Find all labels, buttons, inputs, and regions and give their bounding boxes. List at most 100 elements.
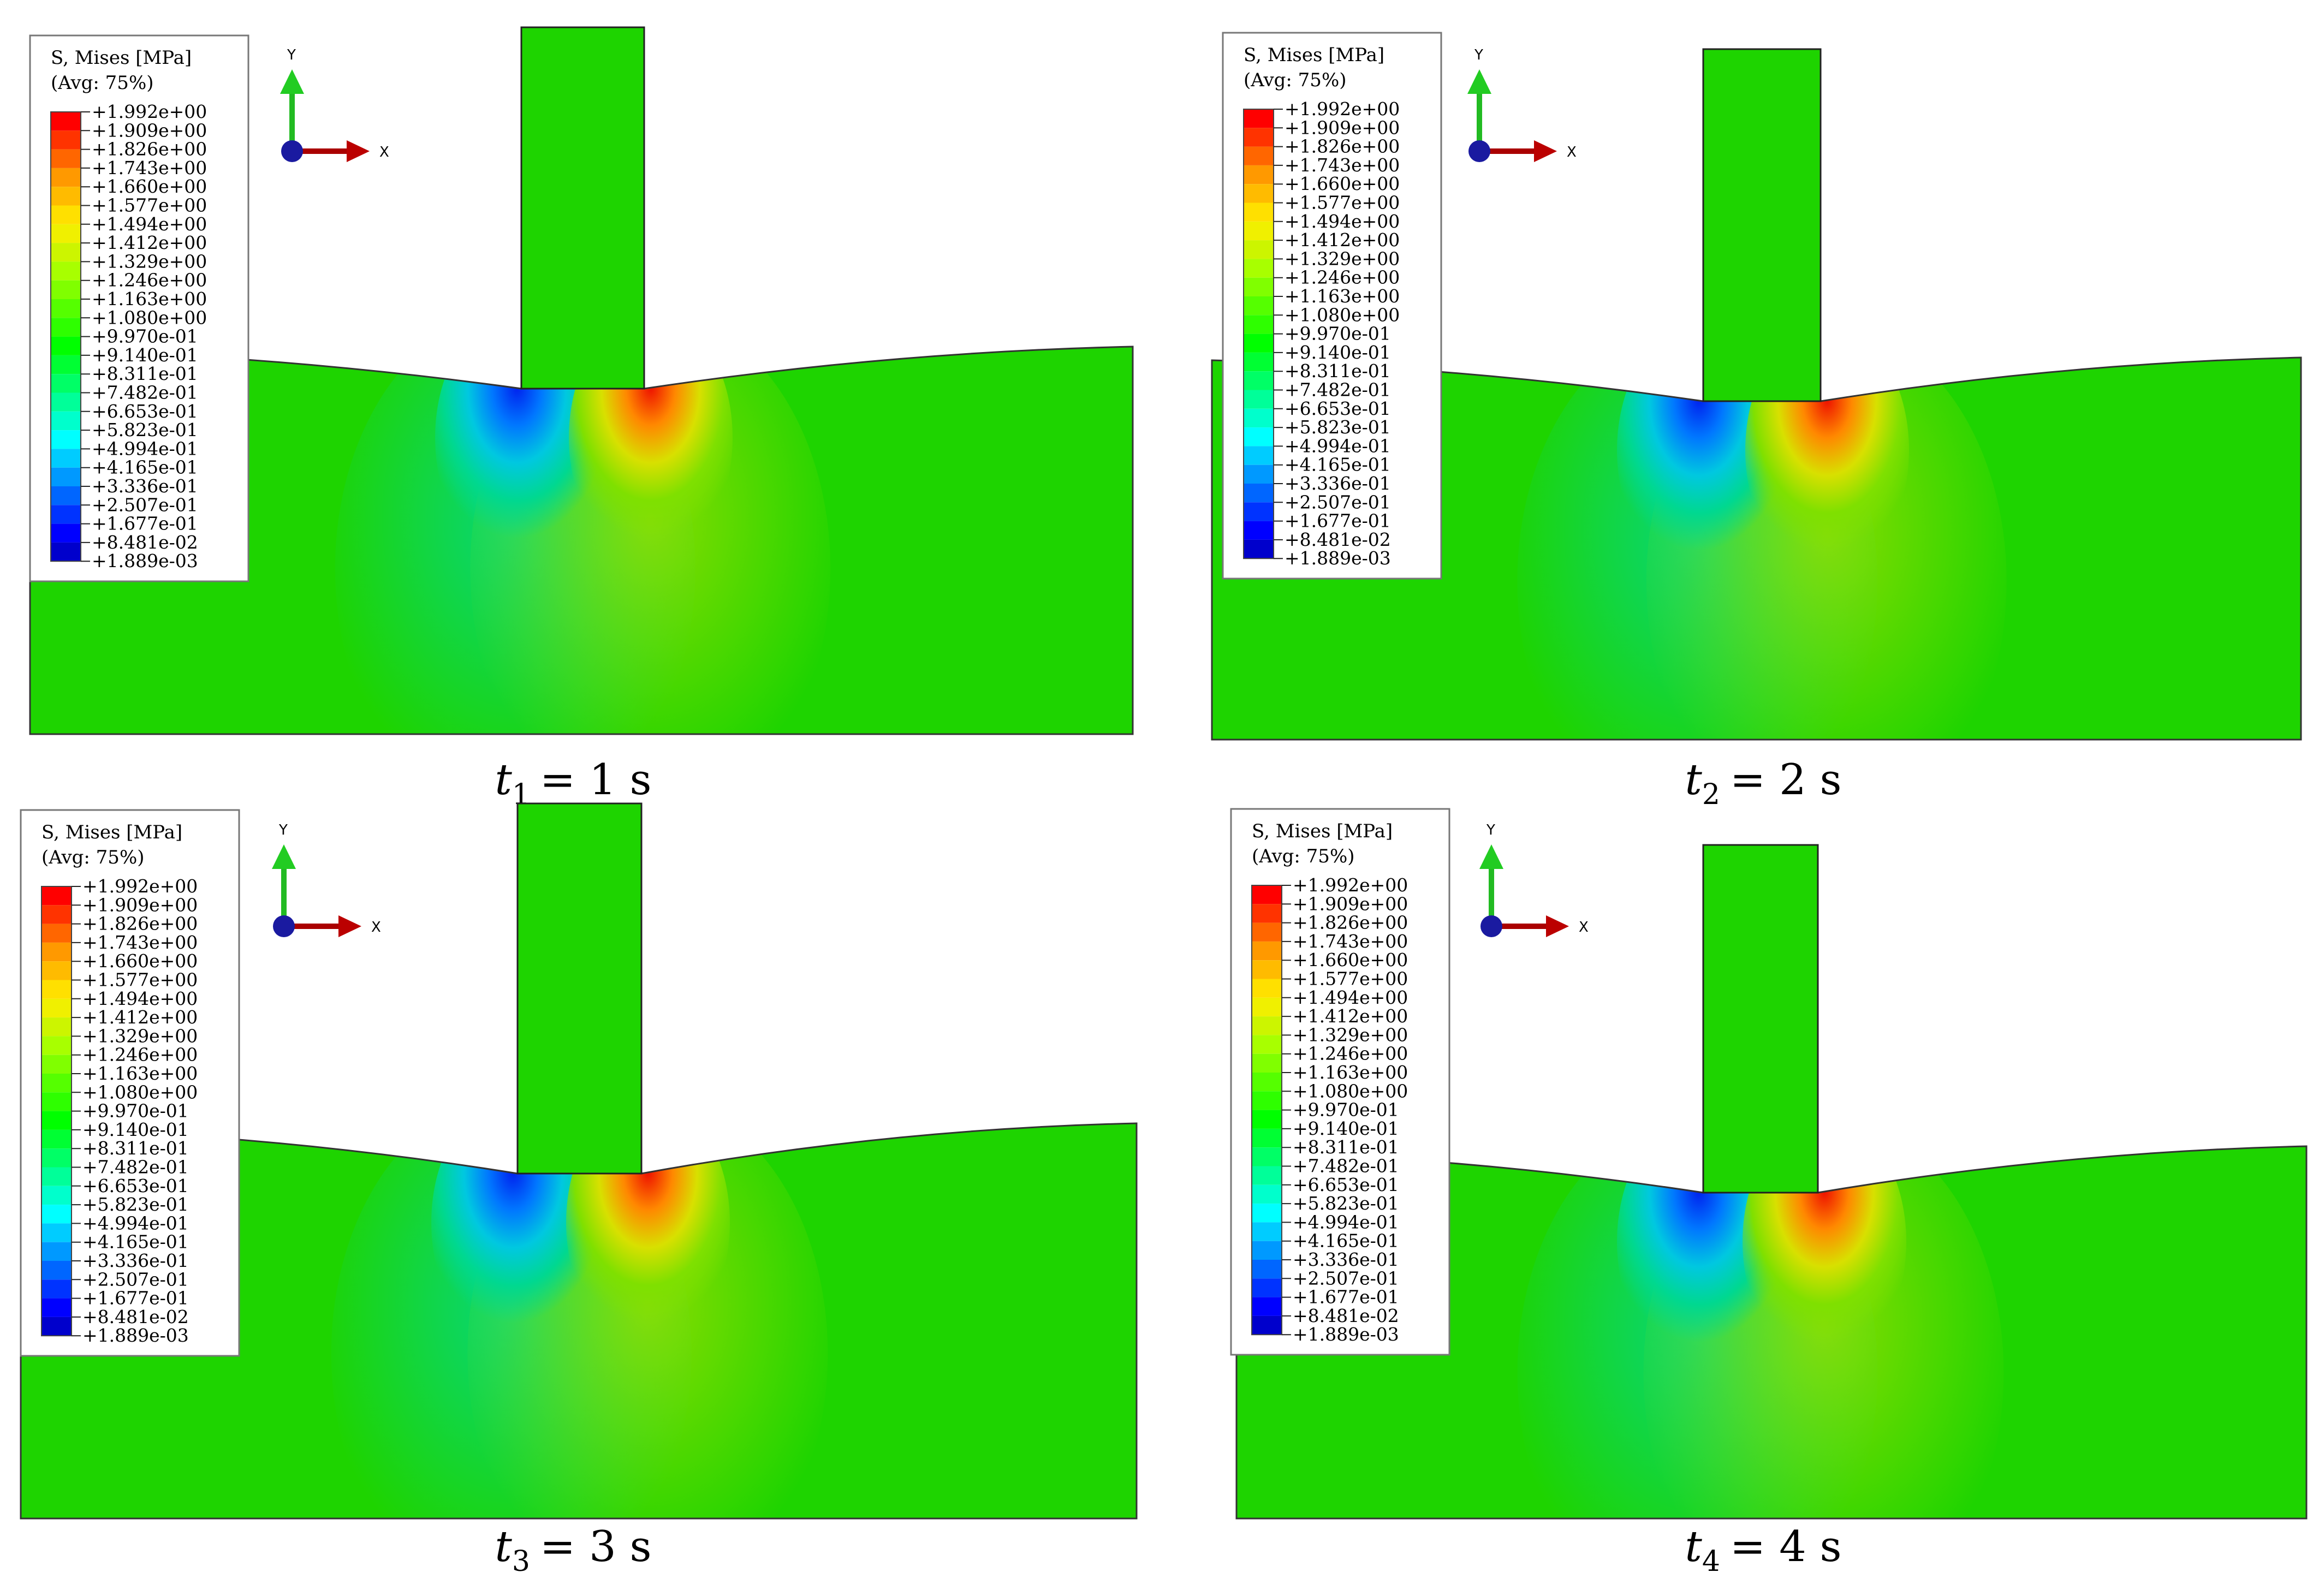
legend-swatch: [1252, 1147, 1282, 1166]
legend-swatch: [51, 411, 81, 431]
legend-swatch: [51, 505, 81, 524]
legend-value: +1.163e+00: [1285, 285, 1400, 307]
legend-value: +8.311e-01: [1293, 1136, 1399, 1158]
legend-swatch: [1244, 221, 1274, 241]
legend-subtitle: (Avg: 75%): [1244, 69, 1347, 91]
legend-swatch: [1244, 277, 1274, 296]
legend-value: +2.507e-01: [1293, 1267, 1399, 1289]
legend-swatch: [1252, 941, 1282, 961]
legend-value: +1.889e-03: [1293, 1324, 1399, 1345]
stress-legend: S, Mises [MPa] (Avg: 75%) +1.992e+00+1.909…: [29, 34, 249, 582]
legend-value: +1.577e+00: [92, 195, 207, 216]
legend-swatch: [1244, 203, 1274, 222]
legend-swatch: [51, 299, 81, 318]
x-axis-label: X: [379, 144, 389, 160]
legend-value: +1.660e+00: [1293, 949, 1408, 970]
legend-value: +1.889e-03: [92, 550, 198, 571]
legend-value: +3.336e-01: [1293, 1249, 1399, 1270]
legend-swatch: [1252, 1222, 1282, 1241]
legend-value: +1.577e+00: [82, 969, 198, 991]
legend-value: +1.246e+00: [1285, 267, 1400, 288]
time-caption: t3 = 3 s: [495, 1522, 651, 1578]
legend-value: +1.909e+00: [1285, 117, 1400, 138]
legend-value: +8.311e-01: [92, 363, 198, 384]
punch: [1702, 844, 1819, 1194]
legend-value: +1.743e+00: [82, 932, 198, 953]
legend-subtitle: (Avg: 75%): [1252, 845, 1355, 867]
legend-swatch: [1244, 427, 1274, 446]
legend-swatch: [1244, 315, 1274, 334]
legend-swatch: [1252, 904, 1282, 923]
legend-swatch: [51, 280, 81, 299]
legend-value: +2.507e-01: [82, 1269, 189, 1290]
legend-swatch: [1244, 334, 1274, 353]
legend-swatch: [1244, 184, 1274, 203]
axis-triad: YX: [1467, 47, 1577, 162]
legend-value: +1.743e+00: [92, 157, 207, 178]
legend-swatch: [51, 336, 81, 355]
legend-swatch: [41, 924, 72, 943]
legend-value: +5.823e-01: [1293, 1193, 1399, 1214]
legend-swatch: [41, 1092, 72, 1111]
legend-value: +1.909e+00: [1293, 893, 1408, 914]
punch: [520, 26, 645, 390]
legend-swatch: [1252, 1091, 1282, 1110]
legend-value: +1.494e+00: [82, 988, 198, 1009]
legend-swatch: [41, 1261, 72, 1280]
legend-swatch: [1244, 539, 1274, 559]
legend-value: +1.677e-01: [82, 1288, 189, 1309]
legend-value: +1.660e+00: [82, 950, 198, 972]
legend-value: +9.970e-01: [82, 1100, 189, 1122]
legend-value: +1.992e+00: [92, 101, 207, 122]
legend-title: S, Mises [MPa]: [1252, 820, 1393, 842]
x-axis-label: X: [1567, 144, 1577, 160]
legend-swatch: [1244, 408, 1274, 428]
legend-swatch: [41, 1129, 72, 1149]
legend-subtitle: (Avg: 75%): [51, 72, 154, 94]
time-caption: t2 = 2 s: [1685, 755, 1841, 811]
x-axis-label: X: [1579, 919, 1589, 936]
legend-swatch: [41, 961, 72, 980]
legend-value: +1.163e+00: [92, 288, 207, 309]
legend-value: +9.970e-01: [1293, 1099, 1399, 1121]
legend-value: +4.994e-01: [82, 1212, 189, 1234]
legend-value: +1.329e+00: [92, 251, 207, 272]
simulation-panel-3: S, Mises [MPa] (Avg: 75%) +1.992e+00+1.909…: [20, 802, 1138, 1578]
legend-swatch: [1244, 502, 1274, 521]
legend-value: +8.481e-02: [1293, 1305, 1399, 1326]
legend-value: +9.970e-01: [1285, 323, 1391, 344]
legend-subtitle: (Avg: 75%): [41, 847, 145, 868]
legend-value: +1.246e+00: [1293, 1043, 1408, 1064]
legend-swatch: [51, 430, 81, 449]
legend-value: +4.165e-01: [1293, 1230, 1399, 1252]
deformed-specimen: [1236, 1146, 2306, 1518]
legend-title: S, Mises [MPa]: [41, 821, 182, 843]
legend-value: +1.412e+00: [92, 232, 207, 253]
legend-swatch: [1244, 259, 1274, 278]
legend-swatch: [51, 542, 81, 562]
legend-value: +1.577e+00: [1285, 192, 1400, 213]
legend-swatch: [41, 1036, 72, 1055]
legend-value: +1.992e+00: [82, 876, 198, 897]
legend-value: +9.140e-01: [92, 344, 198, 366]
y-axis-label: Y: [1486, 822, 1495, 838]
legend-swatch: [1244, 165, 1274, 184]
legend-value: +1.494e+00: [92, 213, 207, 235]
legend-swatch: [41, 942, 72, 962]
legend-value: +1.743e+00: [1293, 931, 1408, 952]
legend-swatch: [1252, 885, 1282, 904]
x-axis-label: X: [371, 919, 381, 936]
legend-swatch: [1244, 390, 1274, 409]
legend-swatch: [51, 486, 81, 505]
legend-value: +8.311e-01: [1285, 360, 1391, 382]
legend-swatch: [41, 1148, 72, 1168]
simulation-panel-1: S, Mises [MPa] (Avg: 75%) +1.992e+00+1.909…: [29, 26, 1134, 811]
legend-swatch: [41, 1205, 72, 1224]
legend-value: +1.743e+00: [1285, 154, 1400, 176]
legend-value: +1.329e+00: [82, 1025, 198, 1046]
simulation-panel-2: S, Mises [MPa] (Avg: 75%) +1.992e+00+1.909…: [1211, 32, 2302, 811]
legend-value: +1.080e+00: [92, 307, 207, 328]
legend-swatch: [41, 980, 72, 999]
legend-swatch: [1244, 521, 1274, 540]
legend-swatch: [41, 1242, 72, 1261]
